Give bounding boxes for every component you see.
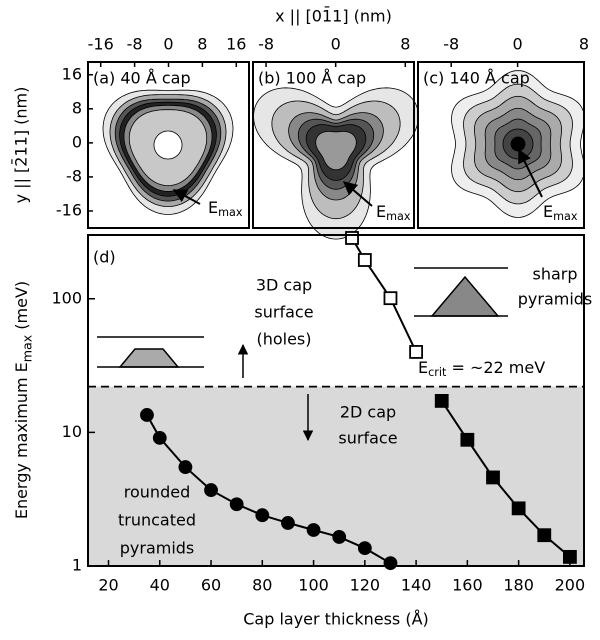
- point: [204, 483, 218, 497]
- point: [345, 231, 359, 245]
- annotation: sharp: [532, 265, 577, 284]
- contour-level: [153, 130, 183, 160]
- x-tick-label: -8: [258, 35, 274, 54]
- label: Emax: [376, 202, 411, 223]
- x-tick-label: 0: [331, 35, 341, 54]
- annotation: (holes): [256, 330, 311, 349]
- annotation: truncated: [118, 511, 196, 530]
- subscript: max: [553, 210, 578, 223]
- label-part: = ~22 meV: [446, 358, 545, 377]
- x-tick-label: 200: [555, 576, 586, 595]
- annotation: pyramids: [518, 290, 593, 309]
- annotation: surface: [338, 429, 397, 448]
- y-tick-label: -16: [56, 200, 82, 219]
- x-tick-label: 80: [252, 576, 272, 595]
- label-part: (meV): [12, 281, 31, 335]
- y-tick-label: 1: [72, 556, 82, 575]
- x-tick-label: 40: [150, 576, 170, 595]
- x-tick-label: 180: [503, 576, 534, 595]
- point: [383, 291, 398, 306]
- x-tick-label: -8: [443, 35, 459, 54]
- x-tick-label: 160: [452, 576, 483, 595]
- pyramid-icons: [97, 267, 508, 442]
- y-tick-label: 10: [62, 422, 82, 441]
- y-tick-label: 0: [72, 132, 82, 151]
- panel-title: (b) 100 Å cap: [258, 69, 366, 88]
- x-tick-label: 8: [579, 35, 589, 54]
- x-tick-label: 16: [226, 35, 246, 54]
- emax-arrow: [518, 148, 543, 198]
- point: [306, 523, 321, 537]
- x-tick-label: 120: [350, 576, 381, 595]
- x-tick-label: 8: [400, 35, 410, 54]
- point: [511, 501, 526, 516]
- panel-title: (c) 140 Å cap: [423, 69, 530, 88]
- x-tick-label: 60: [201, 576, 221, 595]
- x-tick-label: 140: [401, 576, 432, 595]
- point: [460, 432, 475, 447]
- point: [537, 528, 552, 543]
- point: [563, 549, 577, 564]
- point: [332, 530, 347, 544]
- annotation: 3D cap: [256, 276, 312, 295]
- x-tick-label: 20: [98, 576, 118, 595]
- emax-arrow: [342, 181, 373, 207]
- point: [255, 508, 270, 523]
- y-tick-label: 8: [72, 98, 82, 117]
- label-part: E: [376, 202, 386, 221]
- point: [357, 253, 372, 267]
- label: Energy maximum Emax (meV): [12, 281, 34, 519]
- y-tick-label: 16: [62, 64, 82, 83]
- subscript: max: [218, 206, 243, 219]
- panel-title: (d): [93, 248, 116, 267]
- x-tick-label: 8: [197, 35, 207, 54]
- x-axis-label: x || [01̄1] (nm): [275, 7, 392, 26]
- contour-level: [315, 130, 357, 171]
- subscript: crit: [428, 366, 447, 379]
- emax-arrow: [172, 189, 201, 205]
- point: [486, 470, 500, 485]
- point: [281, 516, 295, 530]
- point: [383, 556, 398, 571]
- panel-frame: [252, 61, 415, 229]
- x-tick-label: -8: [127, 35, 143, 54]
- panel-frame: [87, 61, 250, 229]
- x-tick-label: 100: [298, 576, 329, 595]
- label-part: E: [543, 202, 553, 221]
- x-tick-label: 0: [513, 35, 523, 54]
- contour-level: [510, 136, 526, 152]
- point: [409, 345, 424, 359]
- point: [229, 497, 244, 512]
- annotation: 2D cap: [340, 403, 396, 422]
- panel-frame: [87, 234, 585, 567]
- panel-frame: [417, 61, 585, 229]
- x-tick-label: -16: [88, 35, 114, 54]
- annotation: pyramids: [120, 539, 195, 558]
- point: [140, 408, 154, 422]
- y-tick-label: 100: [51, 288, 82, 307]
- point: [357, 541, 372, 556]
- annotation: surface: [254, 303, 313, 322]
- label: Emax: [208, 198, 243, 219]
- panel-title: (a) 40 Å cap: [93, 69, 191, 88]
- label-part: E: [418, 358, 428, 377]
- label: Emax: [543, 202, 578, 223]
- x-tick-label: 0: [163, 35, 173, 54]
- series-line: [351, 237, 418, 353]
- x-axis-label: Cap layer thickness (Å): [243, 610, 429, 629]
- label: Ecrit = ~22 meV: [418, 358, 545, 379]
- point: [434, 394, 449, 408]
- label-part: Energy maximum E: [12, 362, 31, 519]
- point: [178, 460, 193, 474]
- y-axis-label: y || [2̄11] (nm): [12, 87, 31, 204]
- point: [152, 430, 167, 445]
- y-tick-label: -8: [66, 166, 82, 185]
- annotation: rounded: [124, 483, 190, 502]
- subscript: max: [19, 334, 34, 362]
- label-part: E: [208, 198, 218, 217]
- subscript: max: [386, 210, 411, 223]
